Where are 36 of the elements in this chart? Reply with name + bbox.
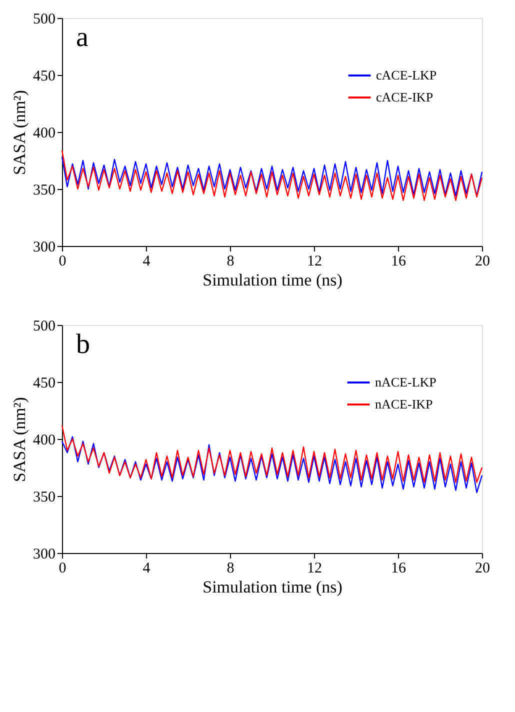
x-tick-label: 16	[391, 560, 406, 576]
legend-label: nACE-IKP	[375, 396, 433, 412]
y-tick-label: 300	[33, 240, 56, 256]
y-tick-label: 300	[33, 546, 56, 562]
x-tick-label: 20	[475, 254, 490, 270]
x-tick-label: 4	[142, 560, 151, 576]
line-series	[61, 436, 483, 494]
y-tick-label: 400	[33, 126, 56, 142]
x-tick-label: 16	[391, 254, 406, 270]
x-tick-label: 8	[226, 254, 234, 270]
legend-label: cACE-LKP	[376, 68, 437, 82]
x-tick-label: 0	[58, 254, 66, 270]
y-axis-title: SASA (nm²)	[10, 397, 29, 482]
annotation: b	[76, 329, 90, 360]
line-series	[61, 424, 483, 483]
y-tick-label: 350	[33, 182, 56, 198]
x-axis-title: Simulation time (ns)	[202, 578, 342, 596]
y-tick-label: 450	[33, 68, 56, 84]
line-series	[61, 150, 483, 201]
y-tick-label: 350	[33, 490, 56, 506]
y-tick-label: 400	[33, 432, 56, 448]
x-tick-label: 12	[307, 254, 322, 270]
y-tick-label: 450	[33, 376, 56, 392]
annotation: a	[76, 22, 89, 53]
y-axis-title: SASA (nm²)	[10, 90, 29, 175]
legend-label: nACE-LKP	[375, 374, 436, 390]
x-tick-label: 0	[58, 560, 66, 576]
x-axis-title: Simulation time (ns)	[202, 270, 342, 290]
y-tick-label: 500	[33, 318, 56, 334]
x-tick-label: 4	[142, 254, 151, 270]
y-tick-label: 500	[33, 12, 56, 28]
x-tick-label: 8	[226, 560, 234, 576]
x-tick-label: 12	[307, 560, 322, 576]
line-series	[61, 156, 483, 196]
x-tick-label: 20	[475, 560, 490, 576]
legend-label: cACE-IKP	[376, 90, 434, 104]
